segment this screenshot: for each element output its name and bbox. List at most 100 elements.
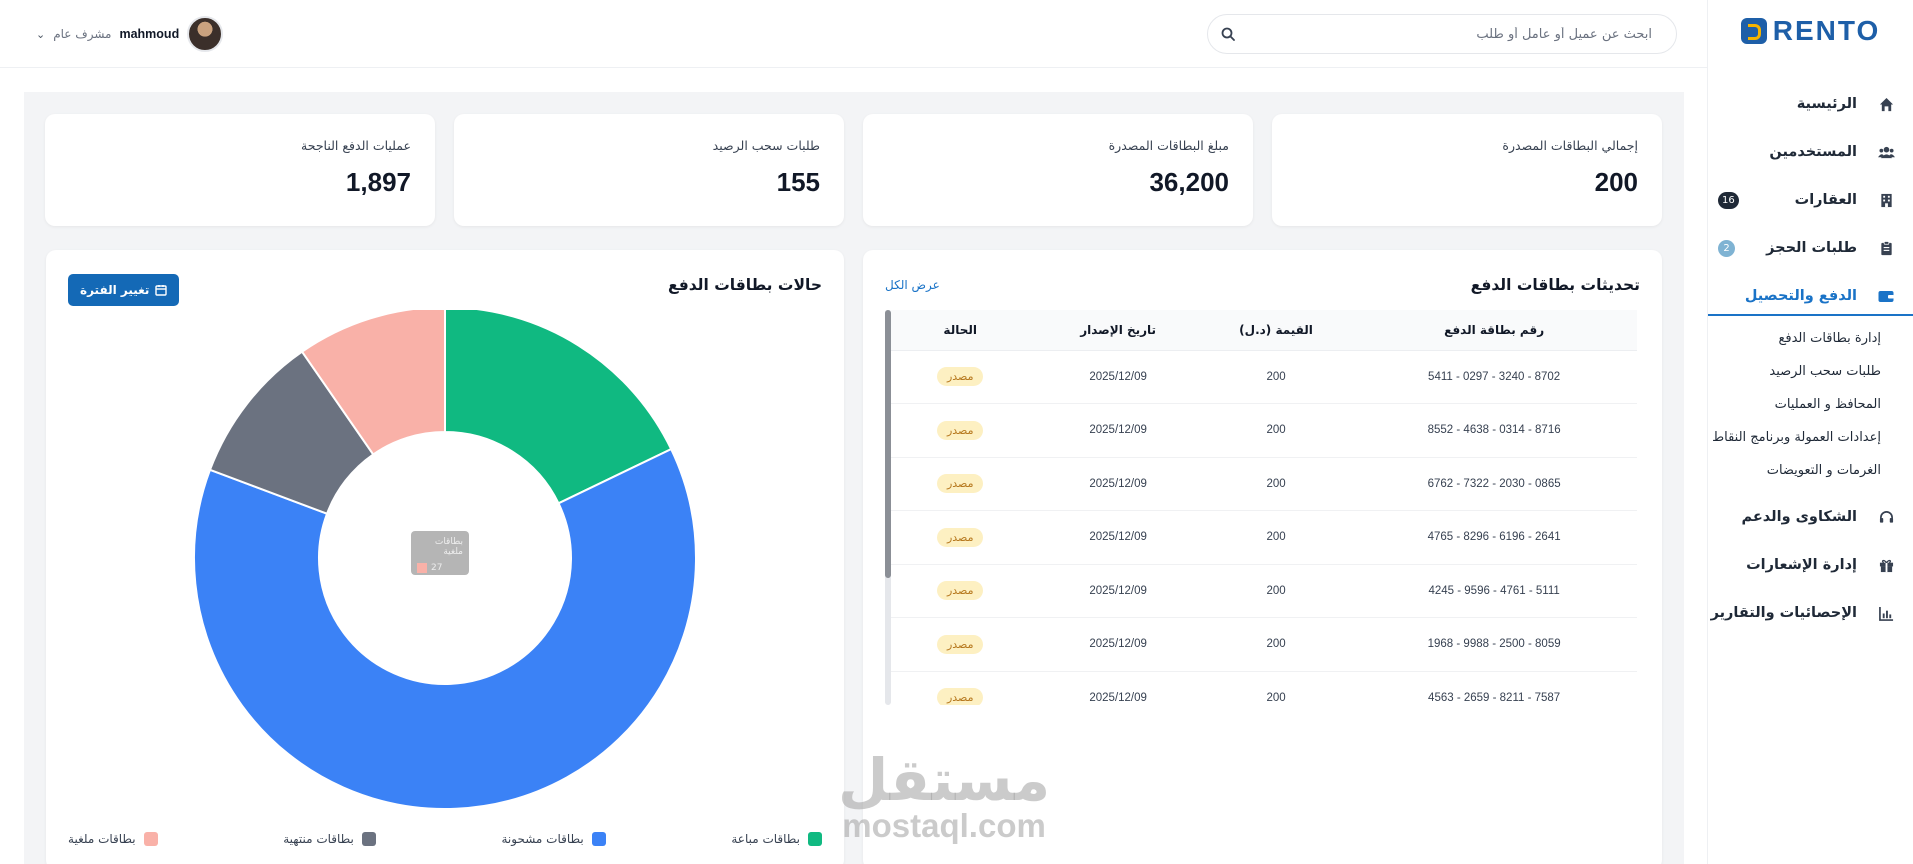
- tooltip-value: 27: [431, 563, 443, 573]
- sidebar-item-label: المستخدمين: [1769, 144, 1857, 160]
- sidebar-item-label: الشكاوى والدعم: [1741, 509, 1857, 525]
- table-row[interactable]: 8552 - 4638 - 0314 - 8716 200 2025/12/09 مص…: [885, 403, 1637, 458]
- users-icon: [1877, 143, 1895, 161]
- status-cell: مصدر: [885, 564, 1036, 618]
- amount-cell: 200: [1200, 510, 1352, 565]
- watermark-arabic: مستقل: [838, 746, 1051, 814]
- main-content: إجمالي البطاقات المصدرة 200 مبلغ البطاقا…: [24, 92, 1684, 864]
- amount-cell: 200: [1200, 350, 1352, 404]
- col-card-number: رقم بطاقة الدفع: [1351, 310, 1637, 351]
- date-cell: 2025/12/09: [1035, 403, 1201, 458]
- sidebar-item-wallet[interactable]: الدفع والتحصيل: [1708, 272, 1913, 320]
- col-amount: القيمة (د.ل): [1200, 310, 1352, 351]
- card-status-chart-panel: حالات بطاقات الدفع تغيير الفترة بطاقات م…: [46, 250, 844, 864]
- col-issue-date: تاريخ الإصدار: [1035, 310, 1201, 351]
- status-cell: مصدر: [885, 457, 1036, 511]
- table-row[interactable]: 5411 - 0297 - 3240 - 8702 200 2025/12/09 مص…: [885, 350, 1637, 404]
- sidebar-item-headset[interactable]: الشكاوى والدعم: [1708, 493, 1913, 541]
- stat-value: 155: [776, 167, 820, 197]
- user-name: mahmoud: [119, 27, 180, 41]
- legend-label: بطاقات مشحونة: [501, 832, 584, 846]
- amount-cell: 200: [1200, 457, 1352, 511]
- legend-item[interactable]: بطاقات مباعة: [731, 832, 822, 846]
- status-badge: مصدر: [936, 367, 984, 387]
- table-scrollbar[interactable]: [885, 310, 891, 705]
- panel-title: تحديثات بطاقات الدفع: [1470, 276, 1640, 294]
- change-period-button[interactable]: تغيير الفترة: [68, 274, 180, 306]
- sidebar-item-gift[interactable]: إدارة الإشعارات: [1708, 541, 1913, 589]
- sidebar-item-label: العقارات: [1794, 192, 1857, 208]
- brand-logo[interactable]: RENTO: [1708, 0, 1913, 62]
- sidebar-item-clipboard[interactable]: طلبات الحجز 2: [1708, 224, 1913, 272]
- status-badge: مصدر: [936, 474, 984, 494]
- search-icon[interactable]: [1208, 27, 1248, 41]
- updates-table-wrap: رقم بطاقة الدفع القيمة (د.ل) تاريخ الإصد…: [885, 310, 1637, 705]
- date-cell: 2025/12/09: [1035, 457, 1201, 511]
- table-row[interactable]: 4765 - 8296 - 6196 - 2641 200 2025/12/09 مص…: [885, 510, 1637, 565]
- sidebar-item-building[interactable]: العقارات 16: [1708, 176, 1913, 224]
- tooltip-swatch: [417, 563, 427, 573]
- wallet-icon: [1877, 287, 1895, 305]
- subnav-item[interactable]: إدارة بطاقات الدفع: [1778, 331, 1881, 346]
- sidebar-item-label: إدارة الإشعارات: [1746, 557, 1857, 573]
- subnav-item[interactable]: المحافظ و العمليات: [1774, 397, 1881, 412]
- donut-slice[interactable]: [193, 447, 697, 810]
- subnav-item[interactable]: الغرمات و التعويضات: [1766, 463, 1881, 478]
- status-cell: مصدر: [885, 671, 1036, 705]
- legend-item[interactable]: بطاقات منتهية: [283, 832, 376, 846]
- chart-tooltip: بطاقات ملغية 27: [411, 531, 469, 575]
- table-body: 5411 - 0297 - 3240 - 8702 200 2025/12/09 مص…: [885, 350, 1637, 705]
- view-all-link[interactable]: عرض الكل: [885, 278, 940, 292]
- search-input[interactable]: [1248, 15, 1676, 53]
- scrollbar-thumb[interactable]: [885, 310, 891, 578]
- card-number-cell: 6762 - 7322 - 2030 - 0865: [1351, 457, 1637, 511]
- change-period-label: تغيير الفترة: [80, 283, 150, 297]
- stat-card-cards-amount: مبلغ البطاقات المصدرة 36,200: [863, 114, 1253, 226]
- legend-item[interactable]: بطاقات ملغية: [68, 832, 158, 846]
- legend-swatch: [143, 832, 158, 846]
- status-badge: مصدر: [936, 581, 984, 601]
- date-cell: 2025/12/09: [1035, 671, 1201, 705]
- sidebar-item-label: الرئيسية: [1796, 96, 1857, 112]
- subnav-item[interactable]: إعدادات العمولة وبرنامج النقاط: [1712, 430, 1881, 445]
- donut-slice[interactable]: [300, 310, 446, 456]
- sidebar-item-chart[interactable]: الإحصائيات والتقارير: [1708, 589, 1913, 637]
- amount-cell: 200: [1200, 403, 1352, 458]
- count-badge: 2: [1718, 240, 1735, 257]
- sidebar-item-label: الإحصائيات والتقارير: [1710, 605, 1857, 621]
- sidebar: RENTO الرئيسية المستخدمين العقارات 16 طلبات …: [1707, 0, 1913, 864]
- gift-icon: [1877, 556, 1895, 574]
- stat-value: 36,200: [1149, 167, 1229, 197]
- watermark-latin: mostaql.com: [842, 807, 1046, 844]
- table-row[interactable]: 1968 - 9988 - 2500 - 8059 200 2025/12/09 مص…: [885, 617, 1637, 672]
- stat-value: 1,897: [345, 167, 411, 197]
- table-row[interactable]: 6762 - 7322 - 2030 - 0865 200 2025/12/09 مص…: [885, 457, 1637, 511]
- sidebar-item-home[interactable]: الرئيسية: [1708, 80, 1913, 128]
- user-menu[interactable]: ⌄ مشرف عام mahmoud: [36, 16, 224, 52]
- logo-icon: [1740, 18, 1767, 44]
- status-cell: مصدر: [885, 617, 1036, 672]
- stat-label: طلبات سحب الرصيد: [712, 138, 820, 153]
- legend-swatch: [808, 832, 822, 846]
- headset-icon: [1877, 508, 1895, 526]
- clipboard-icon: [1877, 239, 1895, 257]
- table-row[interactable]: 4245 - 9596 - 4761 - 5111 200 2025/12/09 مص…: [885, 564, 1637, 618]
- sidebar-item-users[interactable]: المستخدمين: [1708, 128, 1913, 176]
- card-number-cell: 4765 - 8296 - 6196 - 2641: [1351, 510, 1637, 565]
- topbar: ⌄ مشرف عام mahmoud: [0, 0, 1707, 68]
- chevron-down-icon[interactable]: ⌄: [36, 27, 46, 41]
- card-number-cell: 5411 - 0297 - 3240 - 8702: [1351, 350, 1637, 404]
- payment-subnav: إدارة بطاقات الدفع طلبات سحب الرصيد المحاف…: [1708, 320, 1913, 493]
- stat-value: 200: [1594, 167, 1638, 197]
- subnav-item[interactable]: طلبات سحب الرصيد: [1769, 364, 1881, 379]
- card-updates-panel: تحديثات بطاقات الدفع عرض الكل رقم بطاقة …: [863, 250, 1662, 864]
- donut-slice[interactable]: [444, 310, 673, 505]
- sidebar-nav: الرئيسية المستخدمين العقارات 16 طلبات الحجز 2…: [1708, 80, 1913, 637]
- stat-label: إجمالي البطاقات المصدرة: [1502, 138, 1638, 153]
- count-badge: 16: [1718, 192, 1739, 209]
- avatar[interactable]: [187, 16, 224, 52]
- table-row[interactable]: 4563 - 2659 - 8211 - 7587 200 2025/12/09 مص…: [885, 671, 1637, 705]
- stat-card-total-cards: إجمالي البطاقات المصدرة 200: [1272, 114, 1662, 226]
- legend-item[interactable]: بطاقات مشحونة: [502, 832, 606, 846]
- stat-label: عمليات الدفع الناجحة: [301, 138, 411, 153]
